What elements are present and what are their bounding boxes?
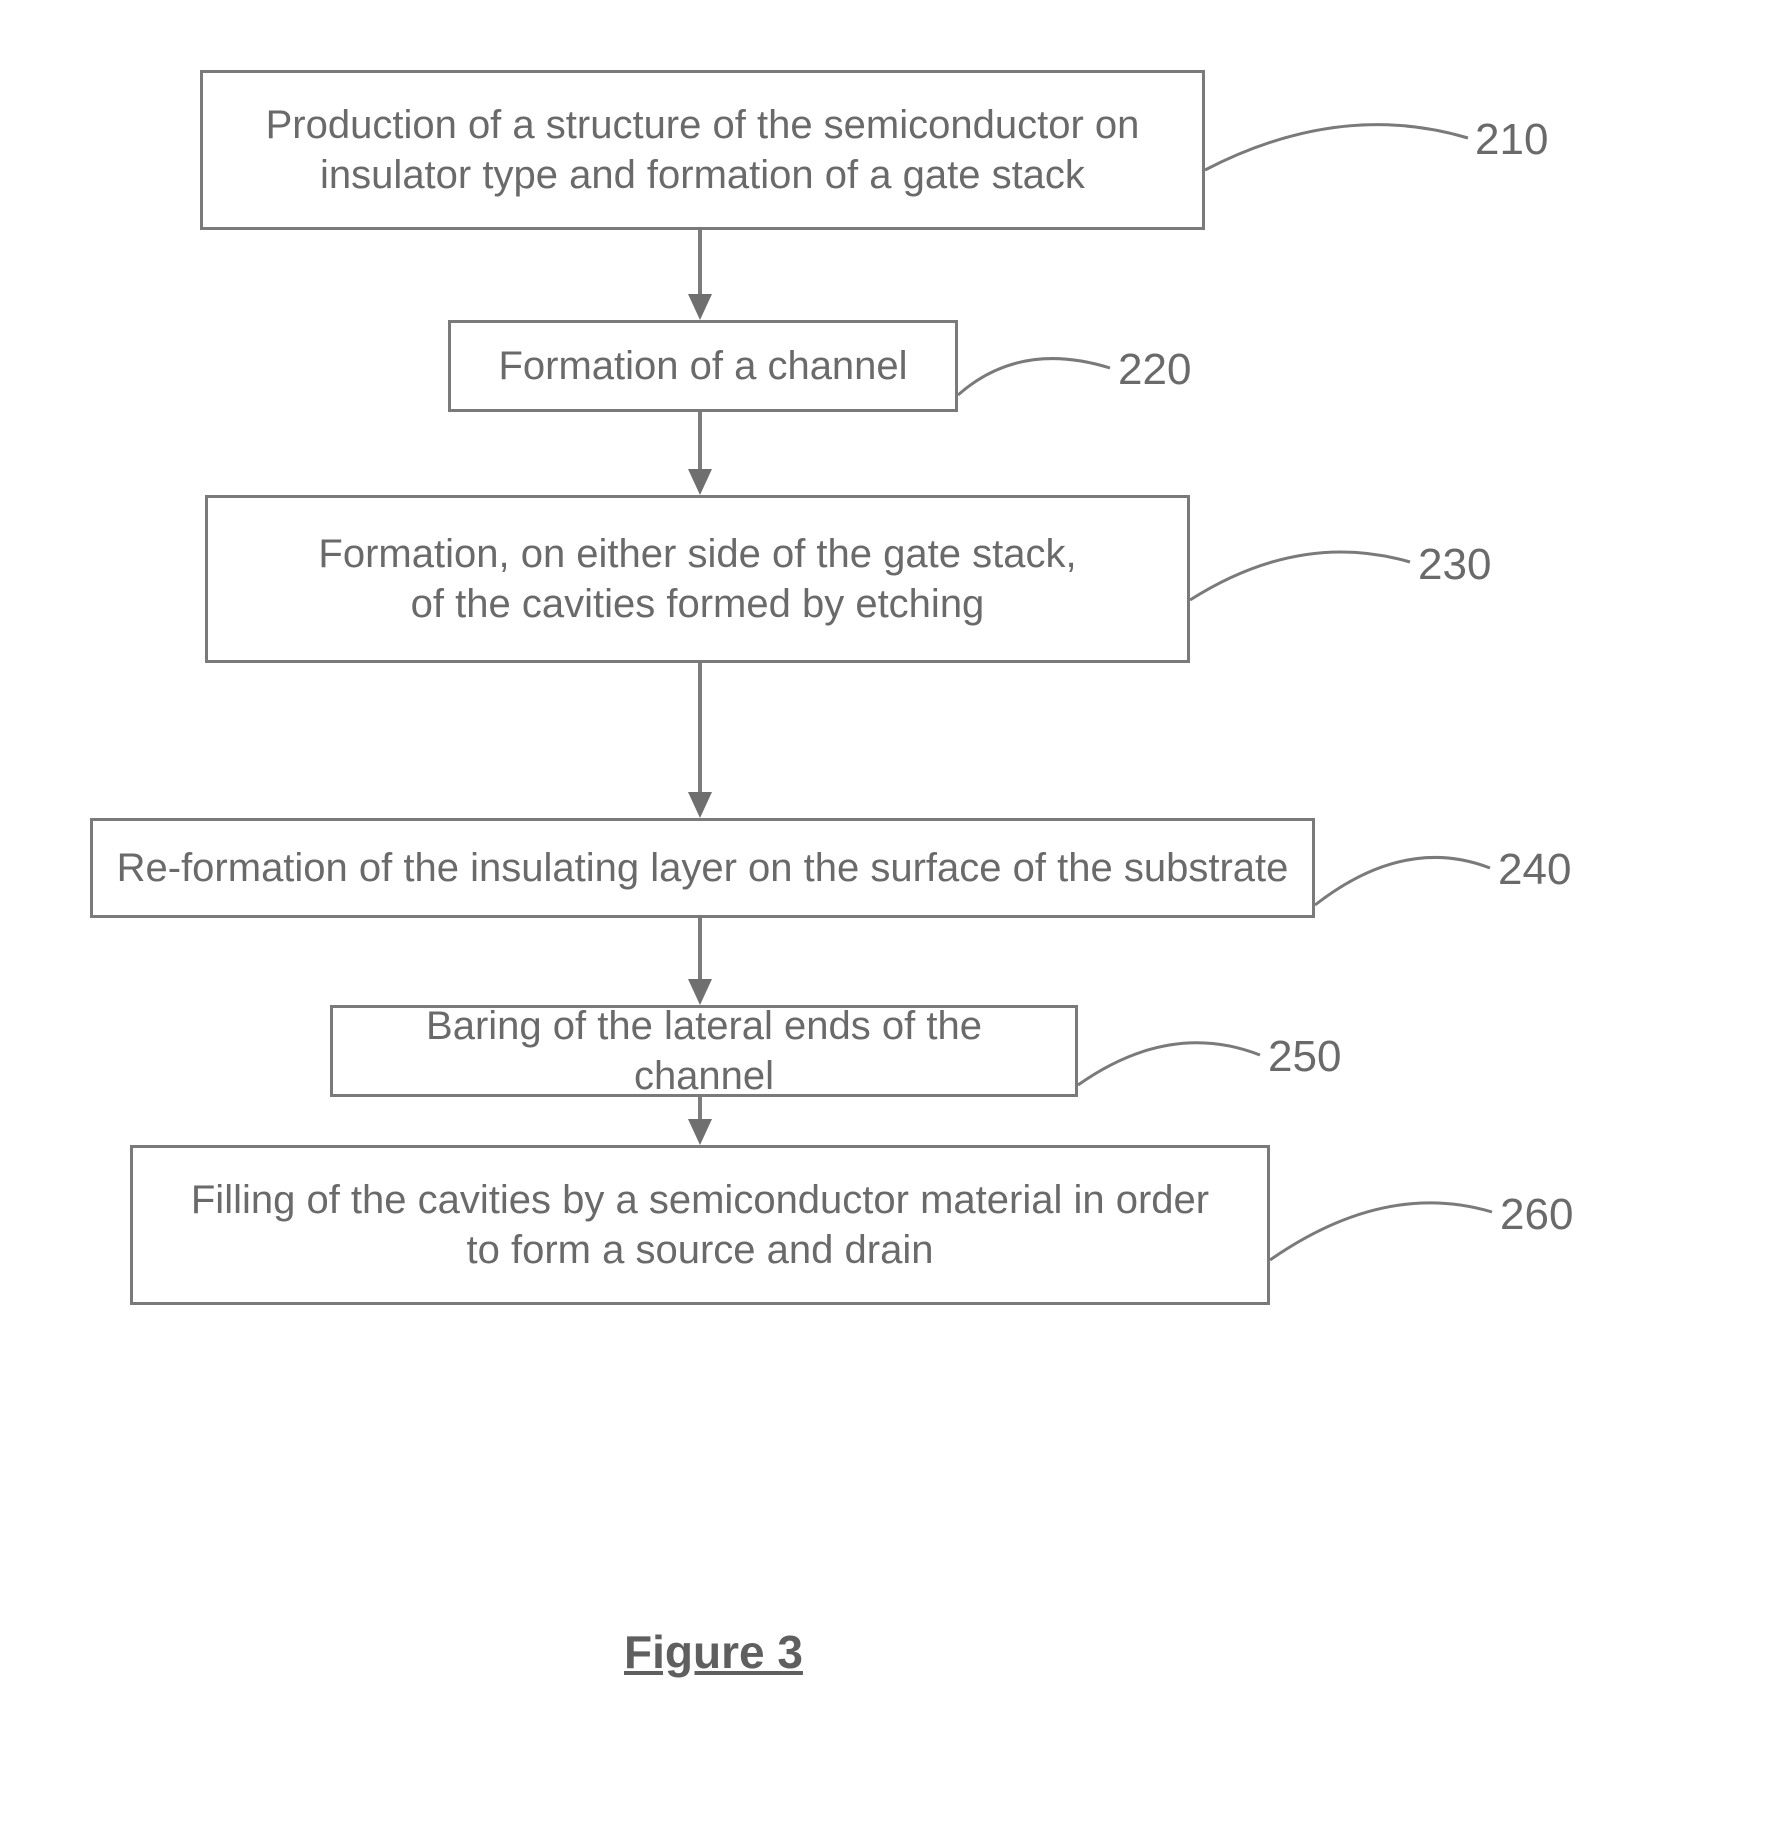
flow-step-b210: Production of a structure of the semicon… xyxy=(200,70,1205,230)
callout-curve xyxy=(1078,1043,1260,1085)
step-label-210: 210 xyxy=(1475,115,1548,165)
arrow-line xyxy=(698,230,702,294)
arrow-head-icon xyxy=(688,792,712,818)
step-label-250: 250 xyxy=(1268,1032,1341,1082)
flow-step-text: Formation, on either side of the gate st… xyxy=(318,529,1076,629)
flow-step-text: Re-formation of the insulating layer on … xyxy=(117,843,1289,893)
arrow-head-icon xyxy=(688,979,712,1005)
flow-step-text: Formation of a channel xyxy=(498,341,907,391)
callout-curve xyxy=(1205,125,1468,170)
flow-step-b240: Re-formation of the insulating layer on … xyxy=(90,818,1315,918)
arrow-head-icon xyxy=(688,1119,712,1145)
arrow-head-icon xyxy=(688,294,712,320)
arrow-line xyxy=(698,1097,702,1119)
flow-step-text: Baring of the lateral ends of the channe… xyxy=(351,1001,1057,1101)
arrow-line xyxy=(698,663,702,792)
flowchart-canvas: Production of a structure of the semicon… xyxy=(0,0,1785,1824)
arrow-line xyxy=(698,918,702,979)
step-label-260: 260 xyxy=(1500,1190,1573,1240)
callout-curve xyxy=(958,359,1110,395)
arrow-head-icon xyxy=(688,469,712,495)
step-label-220: 220 xyxy=(1118,345,1191,395)
figure-caption: Figure 3 xyxy=(624,1625,803,1679)
flow-step-text: Filling of the cavities by a semiconduct… xyxy=(191,1175,1209,1275)
step-label-230: 230 xyxy=(1418,540,1491,590)
arrow-line xyxy=(698,412,702,469)
flow-step-b250: Baring of the lateral ends of the channe… xyxy=(330,1005,1078,1097)
callout-curve xyxy=(1190,552,1410,600)
flow-step-b220: Formation of a channel xyxy=(448,320,958,412)
callout-curve xyxy=(1270,1203,1492,1260)
flow-step-b230: Formation, on either side of the gate st… xyxy=(205,495,1190,663)
flow-step-b260: Filling of the cavities by a semiconduct… xyxy=(130,1145,1270,1305)
step-label-240: 240 xyxy=(1498,845,1571,895)
callout-curve xyxy=(1315,857,1490,905)
flow-step-text: Production of a structure of the semicon… xyxy=(266,100,1140,200)
